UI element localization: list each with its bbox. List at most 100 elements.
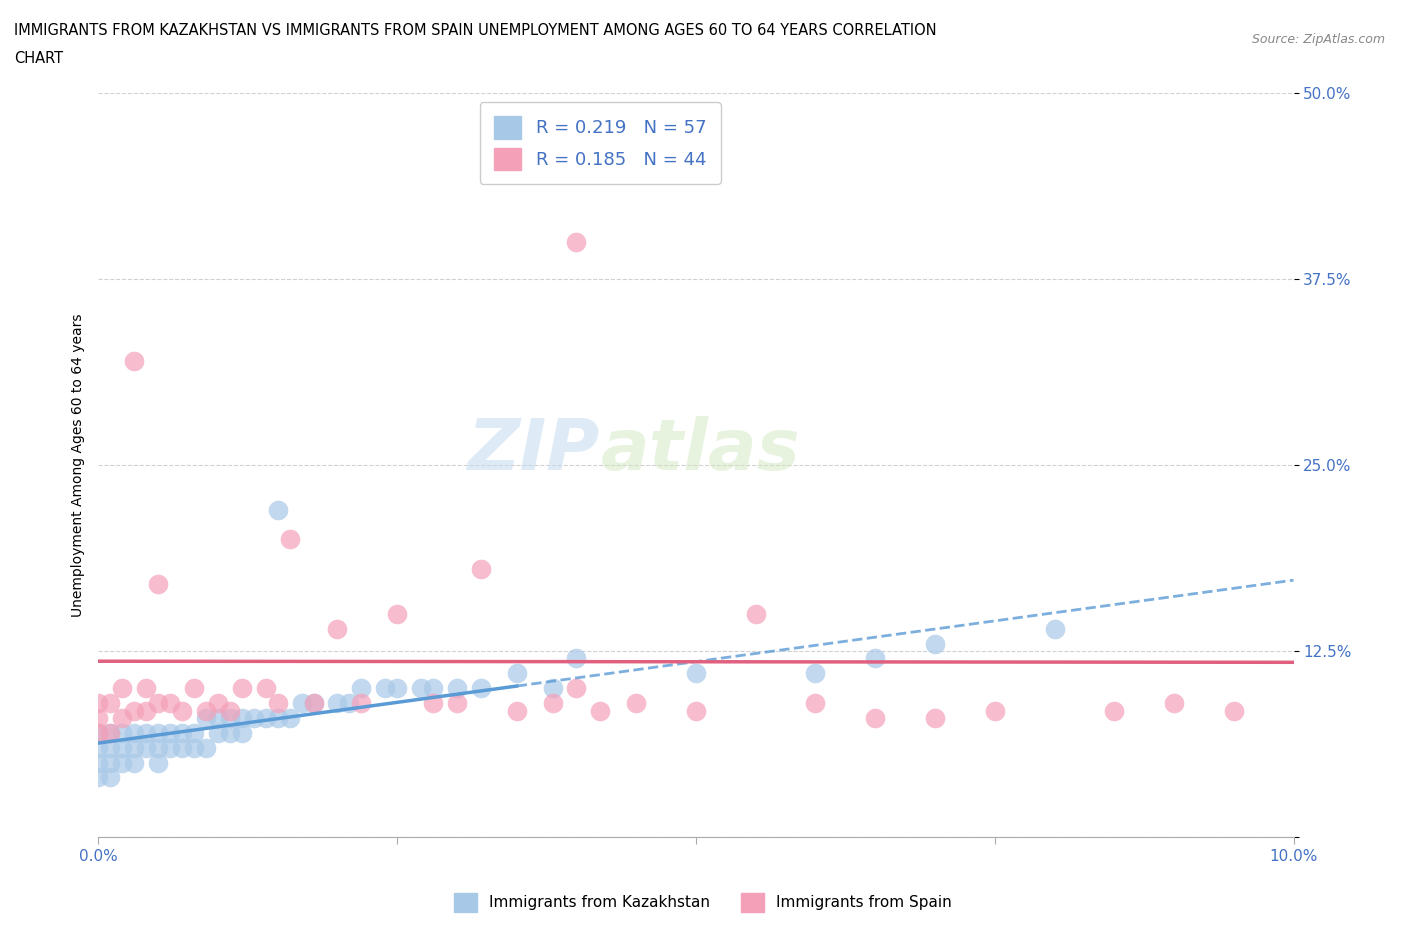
Point xyxy=(159,696,181,711)
Point xyxy=(111,681,134,696)
Point xyxy=(541,681,564,696)
Point xyxy=(804,696,827,711)
Point xyxy=(565,651,588,666)
Point xyxy=(172,740,194,755)
Point xyxy=(87,725,110,740)
Point xyxy=(135,703,157,718)
Point xyxy=(194,740,218,755)
Text: CHART: CHART xyxy=(14,51,63,66)
Point xyxy=(267,502,290,517)
Point xyxy=(207,725,229,740)
Point xyxy=(326,696,349,711)
Point xyxy=(98,755,122,770)
Point xyxy=(685,666,707,681)
Point xyxy=(87,770,110,785)
Point xyxy=(278,711,301,725)
Point xyxy=(924,711,946,725)
Point xyxy=(267,696,290,711)
Point xyxy=(506,703,529,718)
Point xyxy=(87,696,110,711)
Point xyxy=(98,740,122,755)
Legend: R = 0.219   N = 57, R = 0.185   N = 44: R = 0.219 N = 57, R = 0.185 N = 44 xyxy=(479,102,721,184)
Point xyxy=(278,532,301,547)
Point xyxy=(411,681,433,696)
Point xyxy=(243,711,266,725)
Point xyxy=(124,740,146,755)
Point xyxy=(446,696,468,711)
Point xyxy=(374,681,396,696)
Point xyxy=(98,725,122,740)
Point xyxy=(148,755,170,770)
Text: IMMIGRANTS FROM KAZAKHSTAN VS IMMIGRANTS FROM SPAIN UNEMPLOYMENT AMONG AGES 60 T: IMMIGRANTS FROM KAZAKHSTAN VS IMMIGRANTS… xyxy=(14,23,936,38)
Point xyxy=(231,681,253,696)
Text: ZIP: ZIP xyxy=(468,416,600,485)
Point xyxy=(1163,696,1185,711)
Point xyxy=(446,681,468,696)
Point xyxy=(135,725,157,740)
Point xyxy=(1223,703,1246,718)
Point xyxy=(565,681,588,696)
Point xyxy=(589,703,612,718)
Point xyxy=(983,703,1005,718)
Point xyxy=(172,703,194,718)
Point xyxy=(470,562,492,577)
Point xyxy=(254,681,277,696)
Point xyxy=(865,651,887,666)
Point xyxy=(1043,621,1066,636)
Point xyxy=(350,681,373,696)
Point xyxy=(124,725,146,740)
Point xyxy=(231,725,253,740)
Point xyxy=(506,145,529,160)
Point xyxy=(111,725,134,740)
Point xyxy=(231,711,253,725)
Point xyxy=(135,681,157,696)
Point xyxy=(148,577,170,591)
Point xyxy=(87,740,110,755)
Point xyxy=(219,711,242,725)
Point xyxy=(124,353,146,368)
Point xyxy=(385,681,409,696)
Point xyxy=(148,740,170,755)
Point xyxy=(87,755,110,770)
Point xyxy=(290,696,312,711)
Point xyxy=(219,703,242,718)
Point xyxy=(350,696,373,711)
Point xyxy=(148,696,170,711)
Point xyxy=(422,681,444,696)
Point xyxy=(565,234,588,249)
Point xyxy=(865,711,887,725)
Point xyxy=(98,696,122,711)
Point xyxy=(135,740,157,755)
Point xyxy=(267,711,290,725)
Point xyxy=(124,755,146,770)
Point xyxy=(326,621,349,636)
Point xyxy=(159,740,181,755)
Point xyxy=(159,725,181,740)
Point xyxy=(1104,703,1126,718)
Point xyxy=(207,711,229,725)
Point xyxy=(422,696,444,711)
Point xyxy=(148,725,170,740)
Point xyxy=(339,696,360,711)
Point xyxy=(385,606,409,621)
Point xyxy=(745,606,768,621)
Point xyxy=(124,703,146,718)
Point xyxy=(194,703,218,718)
Point xyxy=(470,681,492,696)
Point xyxy=(111,755,134,770)
Point xyxy=(804,666,827,681)
Point xyxy=(207,696,229,711)
Y-axis label: Unemployment Among Ages 60 to 64 years: Unemployment Among Ages 60 to 64 years xyxy=(70,313,84,617)
Point xyxy=(183,725,205,740)
Point xyxy=(87,725,110,740)
Point xyxy=(194,711,218,725)
Point xyxy=(219,725,242,740)
Point xyxy=(98,770,122,785)
Point xyxy=(111,740,134,755)
Point xyxy=(183,681,205,696)
Point xyxy=(87,711,110,725)
Point xyxy=(172,725,194,740)
Point xyxy=(624,696,647,711)
Text: Source: ZipAtlas.com: Source: ZipAtlas.com xyxy=(1251,33,1385,46)
Point xyxy=(541,696,564,711)
